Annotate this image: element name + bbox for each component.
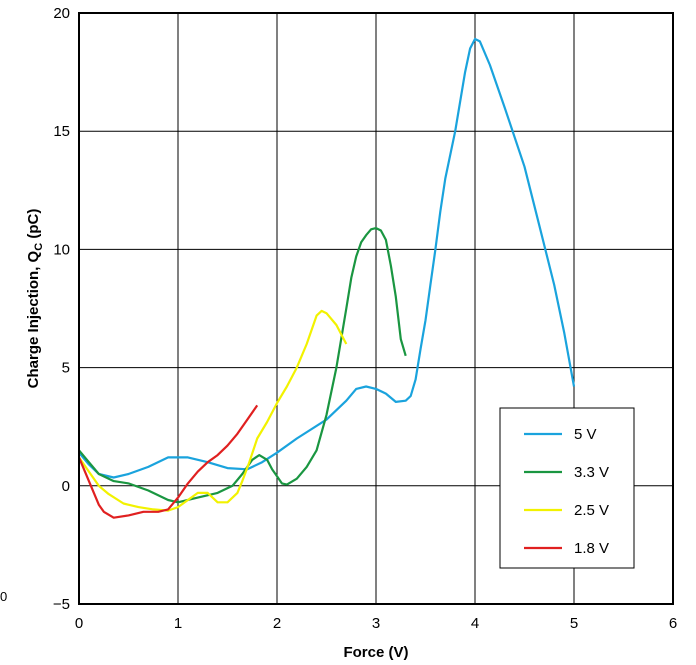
y-axis-label-subscript: C	[33, 243, 45, 251]
plot-frame	[78, 12, 674, 605]
series-line	[78, 309, 348, 512]
y-tick-label: 15	[53, 123, 70, 140]
x-tick-label: 3	[372, 615, 380, 632]
grid	[79, 13, 673, 604]
y-axis-label-main: Charge Injection, Q	[25, 250, 42, 388]
x-axis-label: Force (V)	[343, 644, 408, 661]
legend-label: 2.5 V	[574, 502, 609, 519]
y-axis-label-tail: (pC)	[25, 209, 42, 243]
y-tick-label: 0	[62, 478, 70, 495]
legend-box	[499, 407, 635, 569]
series-line	[78, 227, 407, 504]
stray-tick-label: 0	[0, 589, 7, 604]
x-tick-label: 0	[75, 615, 83, 632]
legend-label: 1.8 V	[574, 540, 609, 557]
y-tick-label: 5	[62, 360, 70, 377]
series-line	[77, 404, 259, 519]
x-tick-labels: 0 1 2 3 4 5 6	[75, 615, 677, 632]
legend-label: 5 V	[574, 426, 597, 443]
y-tick-label: 20	[53, 5, 70, 22]
x-tick-label: 2	[273, 615, 281, 632]
series-lines	[77, 37, 576, 519]
y-tick-label: 10	[53, 241, 70, 258]
legend: 5 V 3.3 V 2.5 V 1.8 V	[499, 407, 635, 569]
y-axis-label: Charge Injection, QC (pC)	[25, 209, 45, 389]
legend-label: 3.3 V	[574, 464, 609, 481]
x-tick-label: 1	[174, 615, 182, 632]
x-tick-label: 4	[471, 615, 479, 632]
y-tick-labels: −5 0 5 10 15 20	[53, 5, 70, 613]
x-tick-label: 6	[669, 615, 677, 632]
y-tick-label: −5	[53, 596, 70, 613]
x-tick-label: 5	[570, 615, 578, 632]
series-line	[78, 37, 576, 479]
